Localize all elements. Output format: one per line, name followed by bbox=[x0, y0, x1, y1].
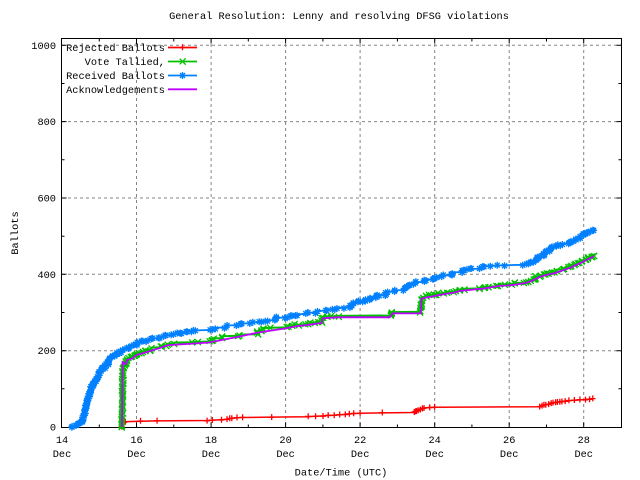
svg-text:400: 400 bbox=[37, 270, 56, 282]
svg-text:Dec: Dec bbox=[202, 449, 221, 461]
svg-text:1000: 1000 bbox=[31, 41, 56, 53]
svg-text:Dec: Dec bbox=[500, 449, 519, 461]
svg-text:Rejected Ballots: Rejected Ballots bbox=[66, 43, 165, 55]
svg-text:200: 200 bbox=[37, 346, 56, 358]
svg-text:14: 14 bbox=[56, 435, 68, 447]
svg-text:Dec: Dec bbox=[351, 449, 370, 461]
svg-text:18: 18 bbox=[205, 435, 217, 447]
svg-text:Dec: Dec bbox=[574, 449, 593, 461]
svg-text:16: 16 bbox=[130, 435, 142, 447]
svg-text:Dec: Dec bbox=[425, 449, 444, 461]
svg-text:Received Ballots: Received Ballots bbox=[66, 71, 165, 83]
svg-text:600: 600 bbox=[37, 193, 56, 205]
svg-text:20: 20 bbox=[279, 435, 291, 447]
svg-text:26: 26 bbox=[503, 435, 515, 447]
svg-text:800: 800 bbox=[37, 117, 56, 129]
svg-text:Acknowledgements: Acknowledgements bbox=[66, 85, 165, 97]
svg-text:0: 0 bbox=[50, 423, 56, 435]
svg-text:24: 24 bbox=[428, 435, 440, 447]
svg-text:Vote Tallied,: Vote Tallied, bbox=[85, 57, 165, 69]
svg-text:Ballots: Ballots bbox=[10, 211, 22, 254]
svg-text:Date/Time (UTC): Date/Time (UTC) bbox=[295, 468, 388, 480]
svg-text:22: 22 bbox=[354, 435, 366, 447]
svg-text:Dec: Dec bbox=[127, 449, 146, 461]
svg-text:General Resolution: Lenny and: General Resolution: Lenny and resolving … bbox=[169, 11, 509, 23]
svg-text:28: 28 bbox=[578, 435, 590, 447]
svg-text:Dec: Dec bbox=[53, 449, 72, 461]
svg-text:Dec: Dec bbox=[276, 449, 295, 461]
